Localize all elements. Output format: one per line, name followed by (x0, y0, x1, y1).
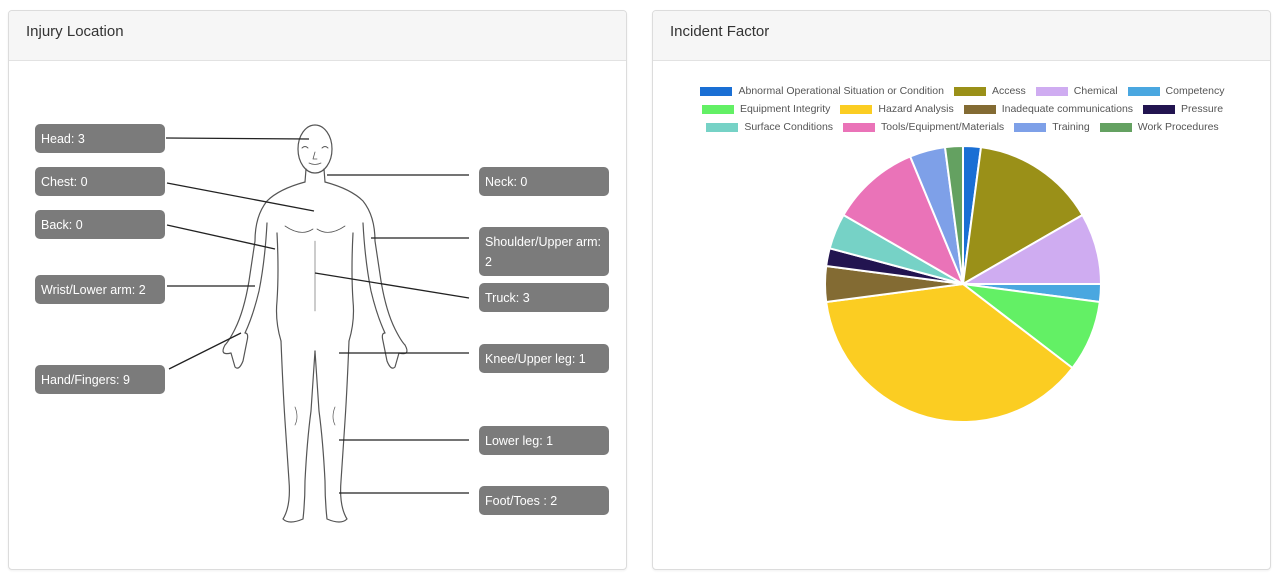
injury-location-card: Injury Location (8, 10, 627, 570)
legend-swatch (700, 86, 733, 96)
legend-item[interactable]: Competency (1127, 85, 1225, 97)
legend-swatch (1014, 122, 1047, 132)
legend-swatch (1099, 122, 1132, 132)
legend-label: Abnormal Operational Situation or Condit… (738, 85, 944, 97)
legend-item[interactable]: Inadequate communications (963, 103, 1134, 115)
legend-item[interactable]: Pressure (1143, 103, 1223, 115)
legend-swatch (1035, 86, 1068, 96)
back-label: Back: 0 (35, 210, 165, 239)
legend-item[interactable]: Surface Conditions (706, 121, 833, 133)
neck-label: Neck: 0 (479, 167, 609, 196)
legend-swatch (1143, 104, 1176, 114)
legend-swatch (1127, 86, 1160, 96)
pie-slice[interactable] (825, 282, 1074, 423)
legend-item[interactable]: Tools/Equipment/Materials (843, 121, 1004, 133)
lower-leg-label: Lower leg: 1 (479, 426, 609, 455)
pie-slice[interactable] (943, 144, 964, 285)
legend-label: Work Procedures (1137, 121, 1219, 133)
legend-label: Tools/Equipment/Materials (881, 121, 1005, 133)
pie-legend: Abnormal Operational Situation or Condit… (653, 85, 1270, 133)
legend-swatch (843, 122, 876, 132)
legend-label: Hazard Analysis (878, 103, 954, 115)
legend-swatch (840, 104, 873, 114)
chest-label: Chest: 0 (35, 167, 165, 196)
body-diagram: Head: 3 Chest: 0 Back: 0 Wrist/Lower arm… (9, 11, 626, 569)
knee-upper-leg-label: Knee/Upper leg: 1 (479, 344, 609, 373)
pie-slice[interactable] (961, 146, 1084, 286)
legend-swatch (701, 104, 734, 114)
incident-factor-pie (824, 144, 1103, 423)
legend-item[interactable]: Work Procedures (1099, 121, 1219, 133)
pointer-lines (165, 137, 470, 494)
injury-location-title: Injury Location (9, 11, 626, 61)
legend-item[interactable]: Abnormal Operational Situation or Condit… (700, 85, 944, 97)
legend-swatch (963, 104, 996, 114)
legend-label: Chemical (1073, 85, 1118, 97)
foot-toes-label: Foot/Toes : 2 (479, 486, 609, 515)
legend-label: Surface Conditions (744, 121, 834, 133)
legend-label: Pressure (1181, 103, 1224, 115)
body-figure-svg (165, 124, 470, 523)
legend-item[interactable]: Access (953, 85, 1026, 97)
incident-factor-card: Incident Factor Abnormal Operational Sit… (652, 10, 1271, 570)
pie-slice[interactable] (842, 155, 966, 287)
incident-factor-title: Incident Factor (653, 11, 1270, 61)
legend-item[interactable]: Hazard Analysis (840, 103, 954, 115)
legend-label: Access (991, 85, 1026, 97)
human-body-outline (222, 124, 408, 523)
legend-item[interactable]: Equipment Integrity (701, 103, 831, 115)
shoulder-upper-arm-label: Shoulder/Upper arm: 2 (479, 227, 609, 276)
head-label: Head: 3 (35, 124, 165, 153)
legend-label: Inadequate communications (1001, 103, 1134, 115)
legend-label: Training (1052, 121, 1090, 133)
legend-label: Equipment Integrity (739, 103, 831, 115)
legend-swatch (706, 122, 739, 132)
truck-label: Truck: 3 (479, 283, 609, 312)
legend-swatch (953, 86, 986, 96)
wrist-lower-arm-label: Wrist/Lower arm: 2 (35, 275, 165, 304)
legend-item[interactable]: Training (1014, 121, 1090, 133)
legend-label: Competency (1165, 85, 1225, 97)
hand-fingers-label: Hand/Fingers: 9 (35, 365, 165, 394)
legend-item[interactable]: Chemical (1035, 85, 1118, 97)
